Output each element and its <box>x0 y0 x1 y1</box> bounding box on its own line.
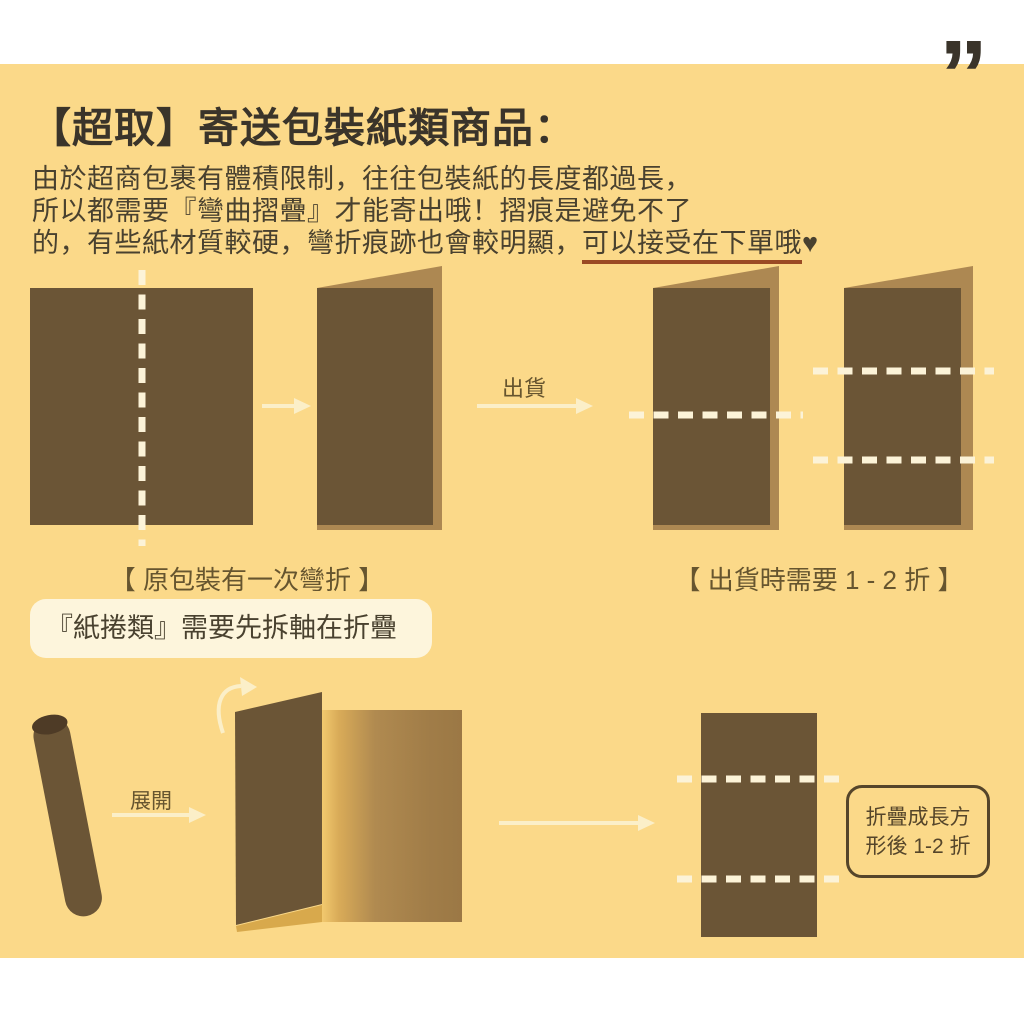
heart-icon: ♥ <box>802 228 819 258</box>
caption-original-fold: 【 原包裝有一次彎折 】 <box>109 565 385 595</box>
paper-roll-tube <box>31 714 102 917</box>
ship-arrow-label: 出貨 <box>502 376 547 401</box>
ship-arrow-icon <box>477 398 593 414</box>
curl-arrow-icon <box>216 677 257 734</box>
quote-mark-icon: ” <box>939 20 988 130</box>
unrolling-sheet <box>235 692 462 932</box>
unfolded-sheet <box>30 270 253 546</box>
result-arrow-icon <box>499 815 655 831</box>
callout-line-2: 形後 1-2 折 <box>865 835 971 858</box>
unroll-arrow-label: 展開 <box>130 790 172 813</box>
callout-line-1: 折疊成長方 <box>865 806 971 829</box>
sheet-dark-half <box>235 692 322 925</box>
result-callout-box: 折疊成長方 形後 1-2 折 <box>846 785 990 878</box>
sheet-bottom-edge <box>236 905 322 932</box>
sheet-gradient-half <box>322 710 462 922</box>
page-title: 【超取】寄送包裝紙類商品： <box>30 105 576 151</box>
intro-line-2: 所以都需要『彎曲摺疊』才能寄出哦！摺痕是避免不了 <box>32 196 692 226</box>
fold-step-arrow-icon <box>262 398 311 414</box>
folded-sheet-two-creases <box>813 266 994 530</box>
intro-line-3-prefix: 的，有些紙材質較硬，彎折痕跡也會較明顯， <box>32 228 582 258</box>
paper-roll-section-label-box: 『紙捲類』需要先拆軸在折疊 <box>30 599 432 658</box>
intro-line-3: 的，有些紙材質較硬，彎折痕跡也會較明顯，可以接受在下單哦♥ <box>32 221 819 264</box>
tube-opening <box>31 714 68 735</box>
intro-underlined-text: 可以接受在下單哦 <box>582 228 802 264</box>
intro-line-1: 由於超商包裹有體積限制，往往包裝紙的長度都過長， <box>32 164 692 194</box>
folded-once-sheet <box>317 266 442 530</box>
caption-shipping-fold: 【 出貨時需要 1 - 2 折 】 <box>674 565 964 595</box>
paper-roll-section-label: 『紙捲類』需要先拆軸在折疊 <box>46 613 397 643</box>
unroll-arrow-icon <box>112 807 206 823</box>
folded-sheet-one-crease <box>629 266 803 530</box>
folded-strip-result <box>677 713 843 937</box>
